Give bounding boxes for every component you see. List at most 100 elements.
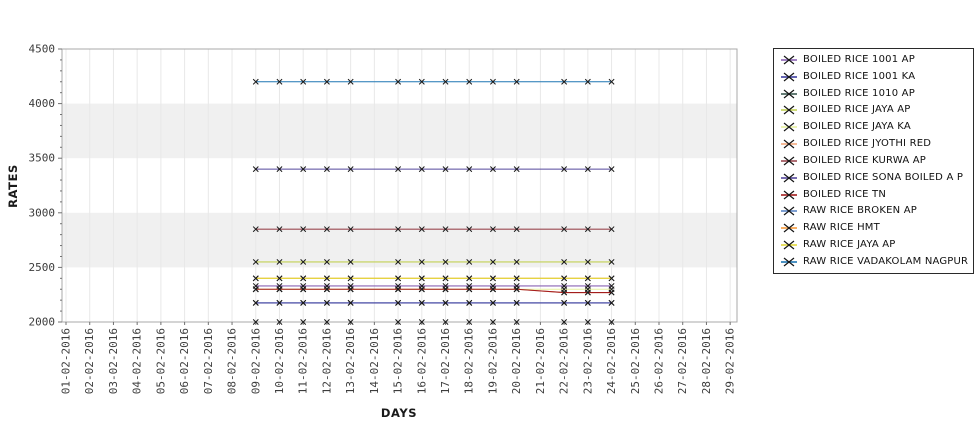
x-marker: [323, 258, 330, 265]
x-marker: [347, 275, 354, 282]
x-tick-label: 09-02-2016: [249, 328, 262, 394]
x-marker: [300, 275, 307, 282]
x-marker: [466, 166, 473, 173]
x-marker: [300, 226, 307, 233]
x-marker: [442, 319, 449, 325]
x-tick-label: 18-02-2016: [463, 328, 476, 394]
legend-item-raw-rice-vadakolam-nagpur: RAW RICE VADAKOLAM NAGPUR: [780, 256, 969, 268]
legend-marker-icon: [781, 206, 797, 216]
series-markers-boiled-rice-jaya-ap: [252, 258, 615, 265]
x-marker: [561, 226, 568, 233]
y-axis-tick-labels: 2000 2500 3000 3500 4000 4500: [29, 43, 56, 329]
x-axis-tick-labels: 01-02-2016 02-02-2016 03-02-2016 04-02-2016…: [60, 328, 737, 394]
x-marker: [418, 226, 425, 233]
legend-item-boiled-rice-sona-boiled-a-p: BOILED RICE SONA BOILED A P: [780, 172, 969, 184]
x-marker: [347, 258, 354, 265]
x-tick-label: 08-02-2016: [226, 328, 239, 394]
x-tick-label: 25-02-2016: [629, 328, 642, 394]
x-tick-label: 20-02-2016: [510, 328, 523, 394]
x-marker: [323, 78, 330, 85]
x-marker: [323, 286, 330, 293]
x-marker: [584, 78, 591, 85]
legend-item-label: RAW RICE HMT: [803, 222, 880, 234]
x-marker: [442, 166, 449, 173]
x-marker: [252, 275, 259, 282]
legend-item-label: BOILED RICE JYOTHI RED: [803, 138, 932, 150]
x-marker: [490, 258, 496, 265]
x-marker: [490, 226, 496, 233]
series-markers-boiled-rice-tn: [252, 286, 615, 296]
x-marker: [276, 78, 283, 85]
x-marker: [252, 299, 259, 306]
x-marker: [513, 319, 520, 325]
x-marker: [418, 78, 425, 85]
x-marker: [442, 299, 449, 306]
legend-item-label: RAW RICE BROKEN AP: [803, 205, 917, 217]
x-marker: [442, 78, 449, 85]
x-marker: [418, 299, 425, 306]
x-marker: [347, 286, 354, 293]
data-point-markers: [252, 78, 615, 325]
x-marker: [347, 319, 354, 325]
x-marker: [561, 299, 568, 306]
x-axis-title: DAYS: [381, 406, 417, 420]
y-axis-title: RATES: [6, 164, 20, 208]
x-marker: [418, 166, 425, 173]
legend-item-boiled-rice-1010-ap: BOILED RICE 1010 AP: [780, 88, 969, 100]
x-marker: [466, 286, 473, 293]
x-marker: [584, 275, 591, 282]
x-marker: [490, 286, 496, 293]
x-marker: [276, 275, 283, 282]
legend-marker-icon: [781, 139, 797, 149]
legend-item-boiled-rice-kurwa-ap: BOILED RICE KURWA AP: [780, 155, 969, 167]
series-markers-boiled-rice-sona-boiled-a-p: [252, 166, 615, 173]
x-marker: [300, 258, 307, 265]
x-marker: [252, 166, 259, 173]
x-marker: [276, 226, 283, 233]
x-tick-label: 22-02-2016: [558, 328, 571, 394]
series-markers-boiled-rice-1010-ap: [252, 319, 615, 325]
y-tick-label: 2000: [29, 316, 56, 329]
x-marker: [395, 78, 402, 85]
x-marker: [323, 275, 330, 282]
legend-item-label: RAW RICE VADAKOLAM NAGPUR: [803, 255, 969, 267]
y-tick-label: 3000: [29, 206, 56, 219]
legend-marker-icon: [781, 240, 797, 250]
x-marker: [608, 78, 615, 85]
x-tick-label: 07-02-2016: [202, 328, 215, 394]
legend-item-boiled-rice-jyothi-red: BOILED RICE JYOTHI RED: [780, 138, 969, 150]
legend-item-label: BOILED RICE SONA BOILED A P: [803, 171, 964, 183]
x-tick-label: 26-02-2016: [653, 328, 666, 394]
legend-marker-icon: [781, 55, 797, 65]
legend-marker-icon: [781, 257, 797, 267]
x-marker: [561, 289, 568, 296]
x-marker: [513, 299, 520, 306]
x-marker: [608, 319, 615, 325]
x-marker: [442, 258, 449, 265]
legend-item-boiled-rice-1001-ka: BOILED RICE 1001 KA: [780, 71, 969, 83]
legend-item-label: BOILED RICE TN: [803, 188, 887, 200]
x-marker: [395, 166, 402, 173]
x-marker: [276, 319, 283, 325]
chart-legend: BOILED RICE 1001 AP BOILED RICE 1001 KA BO…: [773, 48, 974, 274]
x-marker: [513, 78, 520, 85]
legend-marker-icon: [781, 156, 797, 166]
x-marker: [608, 258, 615, 265]
x-marker: [442, 226, 449, 233]
x-tick-label: 14-02-2016: [368, 328, 381, 394]
x-marker: [418, 275, 425, 282]
x-marker: [252, 226, 259, 233]
legend-item-boiled-rice-tn: BOILED RICE TN: [780, 189, 969, 201]
x-marker: [395, 275, 402, 282]
x-marker: [395, 299, 402, 306]
x-tick-label: 16-02-2016: [415, 328, 428, 394]
legend-item-raw-rice-broken-ap: RAW RICE BROKEN AP: [780, 205, 969, 217]
x-tick-label: 27-02-2016: [676, 328, 689, 394]
x-marker: [608, 166, 615, 173]
shaded-band: [62, 103, 737, 159]
x-marker: [513, 166, 520, 173]
x-marker: [490, 78, 496, 85]
x-marker: [323, 319, 330, 325]
x-tick-label: 15-02-2016: [392, 328, 405, 394]
